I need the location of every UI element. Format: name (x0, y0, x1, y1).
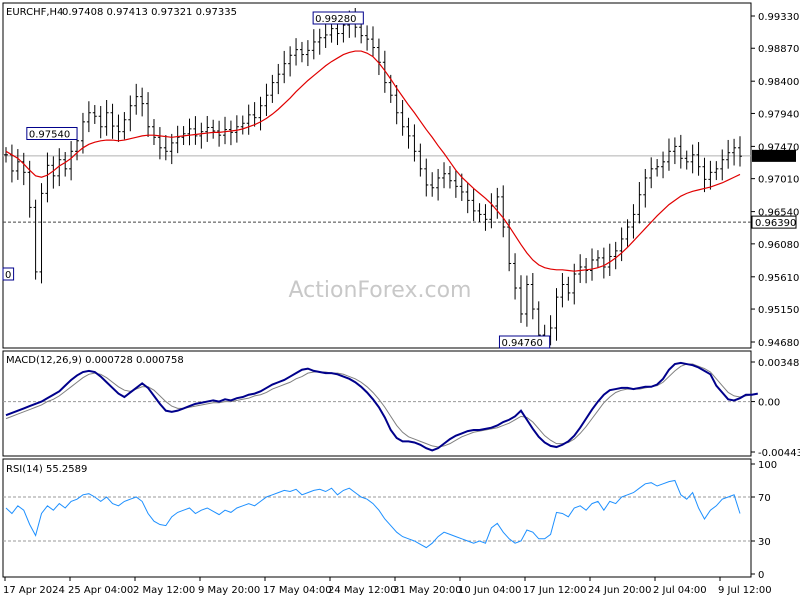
rsi-y-tick-label: 100 (758, 460, 777, 471)
price-annotation-box (312, 11, 364, 25)
macd-y-tick-label: 0.00 (758, 398, 780, 409)
price-y-tick-label: 0.97010 (758, 175, 799, 186)
price-y-tick-label: 0.95610 (758, 273, 799, 284)
rsi-panel: RSI(14) 55.2589 100 70 30 0 (2, 458, 777, 581)
price-panel: ActionForex.com EURCHF,H4 0.97408 0.9741… (2, 2, 799, 349)
price-annotation-label: 0.97540 (29, 129, 70, 140)
time-tick-label: 17 Jun 12:00 (523, 585, 587, 596)
rsi-y-tick-label: 30 (758, 537, 771, 548)
time-tick-label: 2 May 12:00 (133, 585, 195, 596)
moving-average-path (5, 50, 741, 272)
time-tick-label: 24 Jun 20:00 (588, 585, 652, 596)
time-tick-label: 31 May 20:00 (393, 585, 462, 596)
price-annotations: 0.99280 0.94760 0.97540 0 (2, 11, 551, 349)
time-tick-label: 24 May 12:00 (328, 585, 397, 596)
price-header-symbol: EURCHF,H4 (6, 7, 63, 18)
macd-lines (5, 361, 758, 452)
price-annotation-label: 0 (5, 270, 11, 281)
price-y-tick-label: 0.96080 (758, 240, 799, 251)
price-y-tick-label: 0.97940 (758, 109, 799, 120)
macd-main-line (5, 361, 758, 452)
macd-header: MACD(12,26,9) 0.000728 0.000758 (6, 355, 184, 366)
rsi-line (5, 479, 741, 549)
macd-panel-frame (2, 350, 752, 457)
rsi-header: RSI(14) 55.2589 (6, 464, 87, 475)
time-tick-label: 9 May 20:00 (198, 585, 260, 596)
price-annotation-box (498, 335, 551, 349)
price-annotation-label: 0.99280 (315, 14, 356, 25)
time-tick-label: 25 Apr 04:00 (68, 585, 133, 596)
price-y-tick-label: 0.99330 (758, 12, 799, 23)
price-y-tick-label: 0.97470 (758, 142, 799, 153)
price-annotation-box (2, 267, 15, 281)
price-panel-frame (2, 2, 752, 349)
rsi-panel-frame (2, 458, 752, 578)
level-price-label: 0.96390 (755, 218, 796, 229)
rsi-y-tick-label: 0 (758, 570, 764, 581)
price-y-tick-label: 0.98870 (758, 44, 799, 55)
rsi-path (5, 479, 741, 549)
price-y-tick-label: 0.95150 (758, 305, 799, 316)
macd-panel: MACD(12,26,9) 0.000728 0.000758 0.003481… (2, 350, 800, 459)
time-tick-label: 17 May 04:00 (263, 585, 332, 596)
price-y-tick-label: 0.96540 (758, 208, 799, 219)
price-annotation-label: 0.94760 (501, 338, 542, 349)
rsi-y-tick-label: 70 (758, 493, 771, 504)
price-annotation-box (26, 126, 78, 140)
rsi-y-axis: 100 70 30 0 (3, 460, 777, 581)
macd-y-axis: 0.003481 0.00 -0.004436 (3, 358, 800, 459)
price-header-ohlc: 0.97408 0.97413 0.97321 0.97335 (62, 7, 237, 18)
time-tick-label: 2 Jul 04:00 (653, 585, 707, 596)
time-axis: 17 Apr 2024 25 Apr 04:00 2 May 12:00 9 May … (3, 577, 772, 596)
level-price-box (751, 215, 797, 229)
macd-y-tick-label: -0.004436 (758, 448, 800, 459)
time-tick-label: 10 Jun 04:00 (458, 585, 522, 596)
price-y-tick-label: 0.94680 (758, 338, 799, 349)
moving-average-line (5, 50, 741, 272)
time-tick-label: 9 Jul 12:00 (718, 585, 772, 596)
time-tick-label: 17 Apr 2024 (3, 585, 65, 596)
current-price-label: 0.97335 (755, 152, 796, 163)
price-y-axis: 0.99330 0.98870 0.98400 0.97940 0.97470 0.970… (3, 12, 799, 349)
macd-y-tick-label: 0.003481 (758, 358, 800, 369)
watermark: ActionForex.com (289, 278, 472, 303)
price-y-tick-label: 0.98400 (758, 77, 799, 88)
current-price-box (752, 149, 796, 162)
